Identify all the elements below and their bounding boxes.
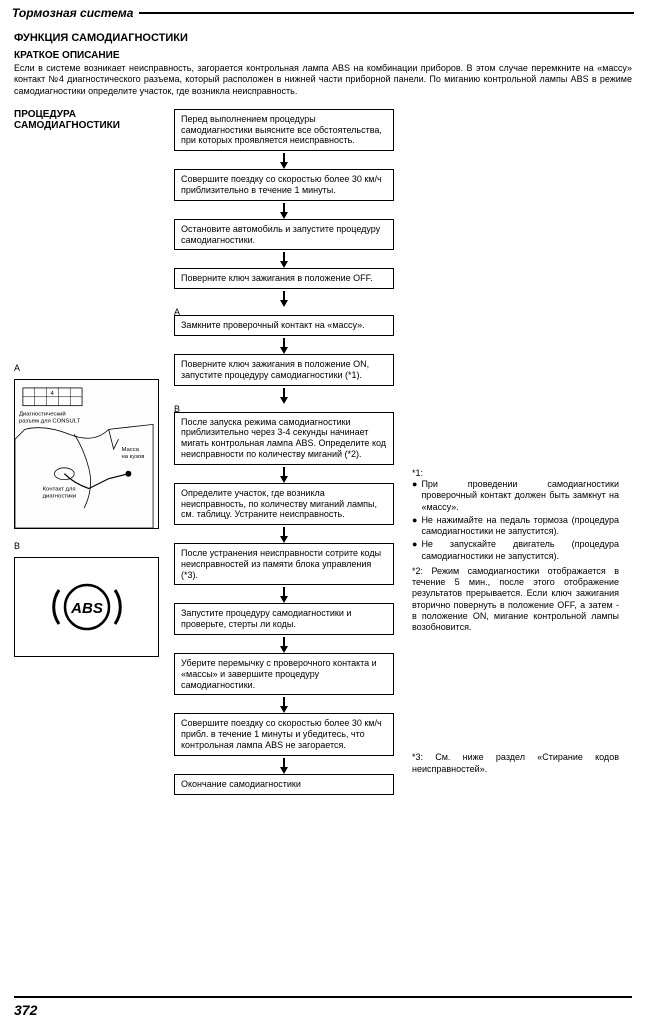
intro-paragraph: Если в системе возникает неисправность, … (14, 63, 632, 97)
flow-box-13: Окончание самодиагностики (174, 774, 394, 795)
flow-box-10: Запустите процедуру самодиагностики и пр… (174, 603, 394, 635)
contact-label-2: диагностики (43, 493, 77, 499)
arrow-icon (280, 536, 288, 543)
arrow-icon (280, 261, 288, 268)
section-heading: ФУНКЦИЯ САМОДИАГНОСТИКИ (14, 32, 632, 44)
connector-label-2: разъем для CONSULT (19, 418, 81, 424)
pin4-label: 4 (51, 391, 55, 397)
arrow-icon (280, 767, 288, 774)
diagram-a: 4 Диагностический разъем для CONSULT Мас… (14, 379, 159, 529)
arrow-icon (280, 347, 288, 354)
flow-box-3: Остановите автомобиль и запустите процед… (174, 219, 394, 251)
flow-box-9: После устранения неисправности сотрите к… (174, 543, 394, 585)
note-star2-text: Режим самодиагностики отображается в теч… (412, 566, 619, 632)
note-star3-text: См. ниже раздел «Стирание кодов неисправ… (412, 752, 619, 773)
arrow-icon (280, 476, 288, 483)
mass-label-2: на кузов (122, 454, 145, 460)
abs-text: ABS (70, 600, 103, 617)
mass-label-1: Масса (122, 447, 140, 453)
note-star1-head: *1: (412, 468, 619, 479)
connector-label-1: Диагностический (19, 410, 66, 417)
abs-icon: ABS (37, 572, 137, 642)
flow-box-7: После запуска режима самодиагностики при… (174, 412, 394, 465)
diagram-b-marker: B (14, 541, 164, 551)
flow-box-12: Совершите поездку со скоростью более 30 … (174, 713, 394, 755)
flow-box-1: Перед выполнением процедуры самодиагност… (174, 109, 394, 151)
note-bullet: ●Не нажимайте на педаль тормоза (процеду… (412, 515, 619, 538)
footer-rule (14, 996, 632, 998)
arrow-icon (280, 646, 288, 653)
main-layout: ПРОЦЕДУРА САМОДИАГНОСТИКИ A 4 Диагностич… (14, 109, 632, 795)
procedure-title: ПРОЦЕДУРА САМОДИАГНОСТИКИ (14, 109, 164, 131)
bullet-icon: ● (412, 539, 417, 562)
arrow-icon (280, 212, 288, 219)
contact-label-1: Контакт для (43, 486, 76, 492)
arrow-icon (280, 300, 288, 307)
note-star3: *3: См. ниже раздел «Стирание кодов неис… (412, 752, 619, 775)
flow-box-11: Уберите перемычку с проверочного контакт… (174, 653, 394, 695)
page-header: Тормозная система (0, 0, 646, 22)
arrow-icon (280, 397, 288, 404)
flowchart-column: Перед выполнением процедуры самодиагност… (164, 109, 404, 795)
bullet-icon: ● (412, 479, 417, 513)
diagram-b: ABS (14, 557, 159, 657)
subsection-heading: КРАТКОЕ ОПИСАНИЕ (14, 50, 632, 61)
notes-column: *1: ●При проведении самодиагностики пров… (404, 109, 619, 795)
arrow-icon (280, 162, 288, 169)
page-number: 372 (14, 1002, 37, 1018)
note-bullet: ●При проведении самодиагностики провероч… (412, 479, 619, 513)
note-star1: *1: ●При проведении самодиагностики пров… (412, 468, 619, 562)
note-star2: *2: Режим самодиагностики отображается в… (412, 566, 619, 634)
note-text: Не запускайте двигатель (процедура самод… (421, 539, 619, 562)
page-content: ФУНКЦИЯ САМОДИАГНОСТИКИ КРАТКОЕ ОПИСАНИЕ… (0, 22, 646, 795)
flow-box-4: Поверните ключ зажигания в положение OFF… (174, 268, 394, 289)
note-text: При проведении самодиагностики проверочн… (421, 479, 619, 513)
note-star3-head: *3: (412, 752, 423, 762)
note-bullet: ●Не запускайте двигатель (процедура само… (412, 539, 619, 562)
flow-box-5: Замкните проверочный контакт на «массу». (174, 315, 394, 336)
arrow-icon (280, 596, 288, 603)
diagram-a-svg: 4 Диагностический разъем для CONSULT Мас… (15, 380, 158, 528)
chapter-title: Тормозная система (12, 6, 133, 20)
arrow-icon (280, 706, 288, 713)
note-text: Не нажимайте на педаль тормоза (процедур… (421, 515, 619, 538)
left-column: ПРОЦЕДУРА САМОДИАГНОСТИКИ A 4 Диагностич… (14, 109, 164, 795)
bullet-icon: ● (412, 515, 417, 538)
note-star2-head: *2: (412, 566, 423, 576)
diagram-a-marker: A (14, 363, 164, 373)
header-rule (139, 12, 634, 14)
flow-box-6: Поверните ключ зажигания в положение ON,… (174, 354, 394, 386)
flow-box-2: Совершите поездку со скоростью более 30 … (174, 169, 394, 201)
flow-box-8: Определите участок, где возникла неиспра… (174, 483, 394, 525)
